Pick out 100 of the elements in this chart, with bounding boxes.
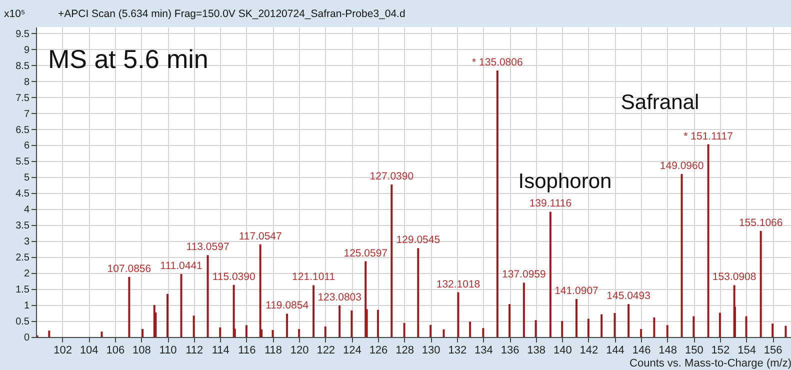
bar bbox=[666, 325, 668, 337]
bar bbox=[390, 184, 393, 337]
x-tick-label: 136 bbox=[500, 344, 520, 356]
x-tick-label: 124 bbox=[343, 344, 362, 356]
bar bbox=[192, 316, 195, 337]
bar bbox=[219, 327, 222, 337]
annotation: 141.0907 bbox=[554, 284, 599, 297]
bar bbox=[614, 313, 616, 337]
bar bbox=[206, 255, 209, 337]
annotation: 145.0493 bbox=[606, 290, 651, 302]
bar bbox=[707, 144, 710, 337]
annotation: 149.0960 bbox=[660, 160, 704, 172]
x-tick-label: 154 bbox=[738, 344, 756, 356]
x-tick-label: 132 bbox=[448, 344, 467, 356]
x-tick-label: 146 bbox=[632, 344, 651, 356]
y-tick-label: 3 bbox=[24, 236, 30, 248]
annotation: 117.0547 bbox=[238, 230, 282, 242]
x-tick-label: 130 bbox=[422, 344, 440, 356]
bar bbox=[587, 318, 590, 337]
bar bbox=[534, 320, 537, 337]
bar bbox=[600, 314, 603, 337]
annotation: 115.0390 bbox=[212, 270, 256, 283]
annotation: 111.0441 bbox=[160, 260, 203, 272]
bar bbox=[692, 316, 695, 337]
y-tick-label: 5 bbox=[24, 172, 30, 184]
bar bbox=[142, 329, 144, 337]
annotation: 125.0597 bbox=[344, 247, 388, 260]
annotation: 113.0597 bbox=[186, 241, 230, 254]
bar bbox=[469, 322, 472, 337]
bar bbox=[259, 244, 262, 337]
y-tick-label: 0 bbox=[24, 332, 30, 344]
x-axis-title: Counts vs. Mass-to-Charge (m/z) bbox=[630, 358, 791, 370]
x-tick-label: 116 bbox=[238, 344, 256, 356]
x-tick-label: 128 bbox=[396, 344, 414, 356]
bar bbox=[338, 305, 341, 337]
bar bbox=[417, 248, 420, 337]
y-tick-label: 9 bbox=[24, 44, 30, 56]
y-tick-label: 3.5 bbox=[16, 220, 30, 232]
annotation: 137.0959 bbox=[502, 268, 546, 281]
bar bbox=[272, 330, 274, 337]
bar bbox=[48, 330, 50, 337]
y-tick-label: 4.5 bbox=[16, 188, 30, 200]
x-tick-label: 110 bbox=[159, 344, 177, 356]
bar bbox=[128, 276, 130, 337]
bar bbox=[482, 328, 484, 337]
bar bbox=[364, 261, 367, 337]
y-tick-label: 5.5 bbox=[16, 156, 30, 168]
bar bbox=[653, 318, 656, 337]
x-tick-label: 104 bbox=[80, 344, 98, 356]
x-tick-label: 114 bbox=[212, 344, 230, 356]
bar bbox=[784, 326, 787, 337]
bar bbox=[376, 310, 379, 337]
y-tick-label: 2 bbox=[24, 268, 30, 280]
annotation: 132.1018 bbox=[436, 278, 480, 290]
chart-title: +APCI Scan (5.634 min) Frag=150.0V SK_20120724_Safran-Probe3_04.d bbox=[58, 8, 406, 20]
y-tick-label: 1.5 bbox=[16, 284, 30, 296]
bar bbox=[100, 332, 103, 337]
x-tick-label: 106 bbox=[106, 344, 125, 356]
bar bbox=[680, 174, 683, 337]
y-tick-label: 4 bbox=[24, 204, 30, 216]
bar bbox=[561, 321, 564, 337]
x-tick-label: 142 bbox=[580, 344, 598, 356]
x-tick-label: 150 bbox=[684, 344, 704, 356]
y-tick-label: 7 bbox=[24, 108, 30, 120]
annotation: Safranal bbox=[620, 91, 700, 114]
annotation: 139.1116 bbox=[529, 198, 572, 210]
bar bbox=[286, 314, 288, 337]
bar bbox=[350, 310, 353, 337]
x-tick-label: 134 bbox=[474, 344, 493, 356]
y-tick-label: 8 bbox=[24, 76, 30, 88]
y-tick-label: 6.5 bbox=[16, 124, 30, 136]
bar bbox=[457, 292, 460, 337]
x-tick-label: 112 bbox=[186, 344, 204, 356]
x-tick-label: 140 bbox=[553, 344, 572, 356]
bar bbox=[180, 274, 182, 337]
bar bbox=[628, 304, 630, 337]
bar bbox=[166, 294, 169, 337]
x-tick-label: 118 bbox=[264, 344, 282, 356]
bar bbox=[508, 304, 511, 337]
bar bbox=[245, 325, 248, 337]
y-tick-label: 7.5 bbox=[16, 92, 30, 104]
x-tick-label: 122 bbox=[316, 344, 336, 356]
x-tick-label: 126 bbox=[369, 344, 388, 356]
y-tick-label: 8.5 bbox=[16, 60, 30, 72]
bar bbox=[403, 322, 406, 337]
bar bbox=[312, 285, 315, 337]
bar bbox=[232, 284, 235, 337]
y-axis-title: x10⁵ bbox=[4, 8, 26, 20]
annotation: 153.0908 bbox=[712, 271, 756, 284]
annotation: 123.0803 bbox=[318, 291, 362, 304]
x-tick-label: 144 bbox=[606, 344, 624, 356]
y-tick-label: 2.5 bbox=[16, 252, 30, 264]
bar bbox=[324, 326, 326, 337]
x-tick-label: 120 bbox=[290, 344, 309, 356]
y-tick-label: 1 bbox=[24, 300, 30, 312]
annotation: 119.0854 bbox=[266, 300, 309, 312]
y-tick-label: 9.5 bbox=[16, 28, 30, 40]
bar bbox=[772, 324, 774, 337]
annotation: Isophoron bbox=[518, 170, 612, 193]
annotation: 129.0545 bbox=[396, 234, 440, 246]
